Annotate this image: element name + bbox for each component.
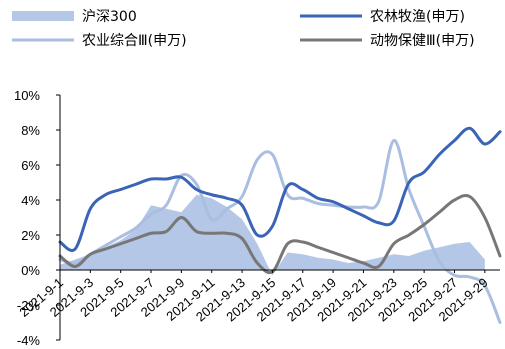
legend-item: 沪深300	[12, 9, 137, 25]
y-tick-label: 2%	[21, 228, 40, 243]
series-line-nonglin-muyu	[58, 126, 502, 252]
legend-label: 动物保健Ⅲ(申万)	[370, 33, 475, 49]
y-tick-label: 4%	[21, 193, 40, 208]
x-tick-labels: 2021-9-12021-9-32021-9-52021-9-72021-9-9…	[16, 270, 491, 324]
legend-item: 动物保健Ⅲ(申万)	[300, 33, 475, 49]
series-area-hs300	[60, 194, 485, 276]
y-tick-label: 0%	[21, 263, 40, 278]
y-tick-label: 10%	[14, 88, 40, 103]
legend-item: 农业综合Ⅲ(申万)	[12, 33, 187, 49]
legend-label: 农业综合Ⅲ(申万)	[82, 33, 187, 49]
axes	[56, 94, 500, 341]
legend-label: 农林牧渔(申万)	[370, 9, 465, 25]
y-tick-label: 8%	[21, 123, 40, 138]
legend-item: 农林牧渔(申万)	[300, 9, 465, 25]
legend-label: 沪深300	[82, 9, 137, 25]
y-tick-label: 6%	[21, 158, 40, 173]
series-line-nongye-zonghe	[58, 138, 502, 324]
y-tick-label: -2%	[17, 298, 41, 313]
legend: 沪深300 农林牧渔(申万) 农业综合Ⅲ(申万) 动物保健Ⅲ(申万)	[12, 9, 475, 49]
y-tick-label: -4%	[17, 333, 41, 348]
series-line-dongwu-baojian	[58, 193, 502, 275]
line-layer	[58, 126, 502, 324]
legend-swatch-area	[12, 11, 74, 21]
area-layer	[60, 194, 485, 276]
y-tick-labels: -4% -2% 0% 2% 4% 6% 8% 10%	[14, 88, 40, 348]
